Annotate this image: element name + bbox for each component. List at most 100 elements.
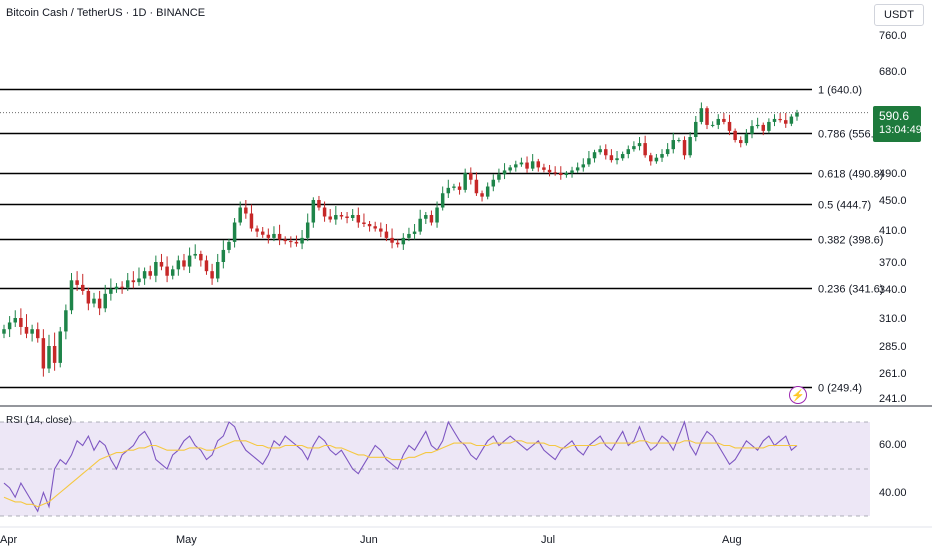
candle-down	[362, 222, 366, 225]
candle-down	[165, 266, 169, 276]
candle-up	[401, 237, 406, 245]
rsi-indicator-label[interactable]: RSI (14, close)	[6, 415, 73, 426]
price-axis-tick: 285.0	[879, 341, 907, 353]
candle-up	[677, 140, 681, 142]
candle-up	[412, 231, 417, 234]
price-axis-tick: 310.0	[879, 313, 907, 325]
candle-down	[722, 118, 726, 122]
symbol-title: Bitcoin Cash / TetherUS · 1D · BINANCE	[6, 7, 206, 19]
candle-down	[80, 284, 85, 291]
candle-down	[429, 215, 434, 223]
candle-up	[463, 173, 467, 190]
candle-down	[120, 286, 124, 288]
rsi-ma-line	[3, 440, 797, 508]
candle-up	[142, 271, 147, 279]
rsi-axis-tick: 60.00	[879, 439, 907, 451]
candle-down	[705, 108, 709, 125]
candle-up	[598, 149, 602, 153]
candle-up	[92, 298, 96, 304]
candle-up	[193, 253, 197, 256]
time-axis-label: Aug	[722, 534, 742, 546]
candle-down	[525, 162, 529, 169]
candle-down	[739, 140, 743, 144]
bar-countdown: 13:04:49	[879, 124, 922, 136]
candle-down	[474, 179, 479, 194]
candle-down	[373, 226, 377, 229]
candle-down	[682, 140, 687, 156]
price-axis-tick: 410.0	[879, 225, 907, 237]
candle-down	[356, 215, 361, 223]
candle-up	[620, 154, 625, 159]
candle-up	[305, 222, 310, 238]
candle-up	[767, 121, 771, 131]
candle-down	[41, 338, 46, 369]
candle-up	[176, 260, 181, 270]
candle-down	[367, 224, 372, 227]
candle-down	[317, 200, 321, 208]
candle-up	[69, 280, 74, 311]
candle-down	[19, 318, 23, 327]
candle-down	[148, 271, 152, 276]
candle-up	[575, 167, 580, 171]
currency-selector[interactable]: USDT	[874, 4, 924, 26]
candle-up	[187, 255, 192, 267]
last-price-tag: 590.6 13:04:49	[873, 106, 922, 142]
candle-up	[688, 137, 692, 156]
axes: 760.0680.0590.0550.0490.0450.0410.0370.0…	[0, 30, 907, 546]
fib-level-label: 0 (249.4)	[818, 383, 862, 395]
candle-up	[615, 158, 619, 161]
candle-up	[772, 118, 777, 122]
candle-down	[52, 346, 57, 363]
candle-up	[654, 157, 659, 162]
candle-up	[699, 108, 704, 122]
candle-up	[694, 121, 698, 137]
candle-down	[255, 228, 259, 232]
candle-up	[744, 133, 749, 144]
candle-up	[502, 170, 507, 175]
candle-down	[131, 280, 136, 283]
candle-up	[232, 222, 237, 242]
candle-down	[289, 241, 293, 243]
candle-up	[58, 331, 62, 363]
fib-level-label: 1 (640.0)	[818, 85, 862, 97]
price-axis-tick: 241.0	[879, 393, 907, 405]
candle-down	[24, 326, 29, 334]
candle-up	[710, 124, 715, 126]
candle-down	[469, 173, 473, 180]
candle-up	[789, 116, 794, 124]
candle-up	[424, 215, 428, 219]
candle-up	[170, 269, 175, 276]
candle-up	[508, 167, 512, 171]
candle-down	[553, 172, 557, 174]
candle-down	[778, 118, 782, 121]
candle-down	[266, 234, 271, 238]
candle-down	[643, 143, 647, 156]
candle-down	[609, 155, 614, 161]
candle-down	[559, 173, 563, 176]
fib-level-label: 0.618 (490.8)	[818, 169, 883, 181]
candle-down	[379, 228, 383, 232]
candle-down	[339, 215, 344, 217]
candle-up	[418, 218, 422, 232]
candle-down	[277, 233, 282, 240]
candle-up	[564, 173, 569, 176]
candle-up	[125, 280, 130, 288]
candle-up	[671, 140, 676, 150]
fib-level-label: 0.236 (341.6)	[818, 284, 883, 296]
candle-down	[75, 280, 79, 285]
candle-up	[795, 112, 799, 117]
candle-up	[581, 164, 586, 168]
candle-down	[249, 213, 254, 229]
rsi-line	[3, 420, 798, 513]
candle-down	[159, 262, 164, 267]
candle-up	[485, 186, 490, 197]
candle-down	[244, 207, 248, 214]
rsi-axis-tick: 40.00	[879, 487, 907, 499]
lightning-bolt-icon[interactable]: ⚡	[789, 386, 807, 404]
candle-up	[7, 322, 12, 330]
last-price-value: 590.6	[879, 109, 910, 123]
price-axis-tick: 340.0	[879, 284, 907, 296]
candle-up	[300, 237, 304, 244]
